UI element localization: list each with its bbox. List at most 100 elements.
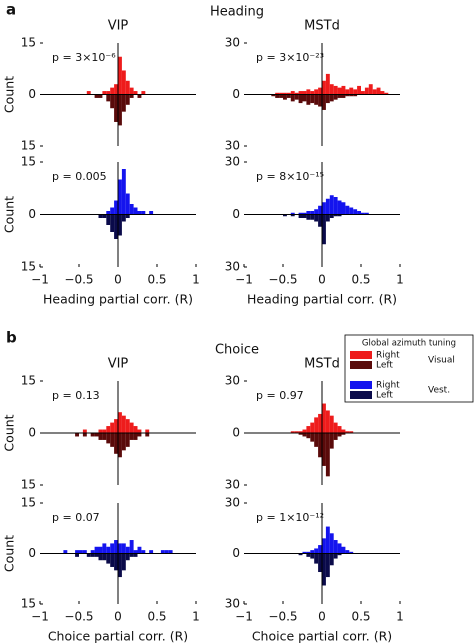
- bar: [137, 433, 142, 437]
- bar: [325, 526, 330, 554]
- y-axis-label: Count: [2, 76, 17, 113]
- bar: [306, 433, 311, 439]
- x-tick-label: −1: [31, 273, 49, 287]
- y-tick-label: 30: [225, 36, 240, 50]
- bar: [125, 214, 130, 218]
- y-tick-label: 15: [21, 155, 36, 169]
- bar: [94, 546, 99, 554]
- bar: [322, 94, 326, 110]
- bar: [98, 94, 103, 98]
- bar: [337, 433, 342, 437]
- legend-title: Global azimuth tuning: [362, 339, 456, 349]
- bar: [364, 212, 369, 215]
- bar: [314, 417, 319, 433]
- x-tick-label: −1: [235, 273, 253, 287]
- bar: [290, 431, 295, 433]
- panel-title: MSTd: [304, 357, 340, 372]
- x-tick-label: 1: [396, 273, 404, 287]
- bar: [106, 433, 111, 444]
- legend-swatch: [350, 351, 372, 359]
- bar: [329, 214, 334, 218]
- bar: [110, 94, 115, 109]
- bar: [329, 553, 334, 566]
- bar: [118, 179, 122, 215]
- bar: [333, 540, 338, 554]
- bar: [145, 433, 150, 437]
- bar: [106, 553, 111, 564]
- bar: [129, 422, 134, 433]
- bar: [290, 91, 295, 95]
- bar: [149, 211, 154, 215]
- section-title: Heading: [210, 5, 264, 20]
- bar: [314, 433, 319, 447]
- bar: [310, 94, 315, 104]
- bar: [314, 214, 319, 222]
- bar: [318, 413, 322, 433]
- y-axis-label: Count: [2, 535, 17, 572]
- panel-title: VIP: [108, 357, 129, 372]
- p-value: p = 0.07: [52, 511, 100, 524]
- bar: [121, 415, 126, 433]
- bar: [110, 207, 115, 215]
- x-tick-label: 1: [192, 610, 200, 624]
- bar: [302, 214, 307, 218]
- p-value: p = 1×10⁻¹²: [256, 511, 324, 524]
- bar: [314, 548, 319, 554]
- bar: [75, 553, 79, 557]
- bar: [79, 550, 83, 554]
- bar: [106, 211, 111, 215]
- bar: [90, 433, 95, 437]
- bar: [314, 553, 319, 564]
- bar: [98, 429, 103, 433]
- bar: [345, 94, 350, 97]
- bar: [121, 169, 126, 215]
- bar: [98, 214, 103, 218]
- bar: [114, 94, 118, 122]
- x-tick-label: 0.5: [351, 273, 370, 287]
- bar: [325, 198, 330, 215]
- bar: [102, 433, 107, 440]
- bar: [329, 94, 334, 102]
- y-tick-label: 30: [225, 139, 240, 153]
- bar: [279, 94, 283, 98]
- y-tick-label: 0: [232, 546, 240, 560]
- bar: [129, 540, 134, 554]
- bar: [110, 433, 115, 447]
- bar: [121, 433, 126, 451]
- bar: [121, 70, 126, 95]
- p-value: p = 0.13: [52, 389, 100, 402]
- bar: [349, 551, 354, 554]
- y-tick-label: 15: [21, 139, 36, 153]
- bar: [125, 80, 130, 95]
- bar: [341, 546, 346, 554]
- bar: [318, 94, 322, 107]
- p-value: p = 3×10⁻⁶: [52, 51, 116, 64]
- y-tick-label: 30: [225, 478, 240, 492]
- p-value: p = 3×10⁻²³: [256, 51, 324, 64]
- bar: [86, 553, 91, 557]
- y-tick-label: 30: [225, 597, 240, 611]
- bar: [314, 89, 319, 95]
- bar: [283, 94, 287, 100]
- bar: [283, 214, 287, 217]
- bar: [318, 87, 322, 95]
- bar: [141, 91, 146, 95]
- bar: [133, 426, 138, 433]
- bar: [114, 433, 118, 454]
- section-title: Choice: [215, 343, 259, 358]
- bar: [75, 433, 79, 437]
- bar: [149, 550, 154, 554]
- bar: [337, 87, 342, 95]
- x-axis-label: Heading partial corr. (R): [43, 292, 193, 307]
- panel-title: VIP: [108, 19, 129, 34]
- bar: [114, 84, 118, 95]
- bar: [318, 433, 322, 458]
- x-tick-label: 0.5: [351, 610, 370, 624]
- y-tick-label: 0: [232, 207, 240, 221]
- y-axis-label: Count: [2, 196, 17, 233]
- bar: [114, 419, 118, 433]
- bar: [306, 551, 311, 554]
- bar: [325, 553, 330, 578]
- bar: [118, 412, 122, 433]
